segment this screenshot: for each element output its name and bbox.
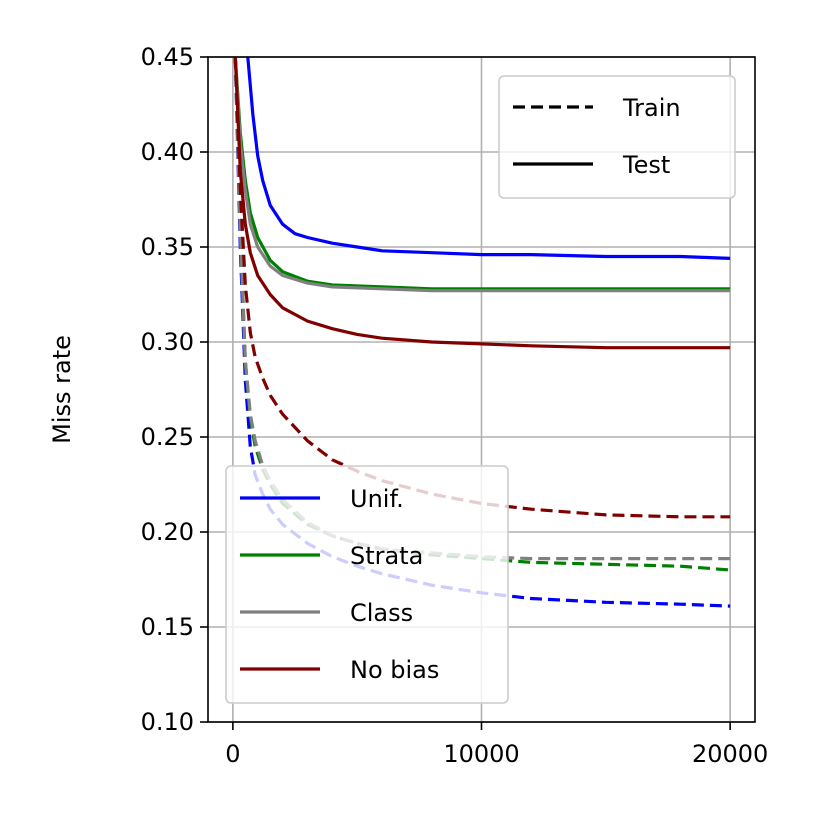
y-tick-label: 0.25 xyxy=(141,423,194,451)
color-legend: Unif. Strata Class No bias xyxy=(225,465,509,704)
legend-label-test: Test xyxy=(622,151,670,179)
legend-label-train: Train xyxy=(622,94,681,122)
y-tick-label: 0.40 xyxy=(141,138,194,166)
y-tick-label: 0.15 xyxy=(141,613,194,641)
series-line-unif-train xyxy=(233,57,731,608)
series-line-no-bias-train xyxy=(233,57,731,519)
legend-label-strata: Strata xyxy=(350,542,423,570)
legend-label-unif: Unif. xyxy=(350,485,404,513)
y-tick-label: 0.45 xyxy=(141,43,194,71)
y-tick-label: 0.10 xyxy=(141,708,194,736)
series-line-class-test xyxy=(233,57,731,293)
legend-label-no-bias: No bias xyxy=(350,656,439,684)
series-line-no-bias-test xyxy=(233,57,731,350)
x-tick-label: 10000 xyxy=(443,740,519,768)
tick-layer: 0 10000 20000 0.10 0.15 0.20 0.25 0.30 0.35 0.40 0… xyxy=(141,43,769,768)
y-axis-label: Miss rate xyxy=(48,335,76,444)
y-tick-label: 0.35 xyxy=(141,233,194,261)
x-tick-label: 0 xyxy=(225,740,240,768)
series-line-unif-test xyxy=(246,57,731,260)
x-tick-label: 20000 xyxy=(692,740,768,768)
color-legend-box xyxy=(225,465,509,704)
legend-label-class: Class xyxy=(350,599,413,627)
y-tick-label: 0.20 xyxy=(141,518,194,546)
y-tick-label: 0.30 xyxy=(141,328,194,356)
style-legend-box xyxy=(498,75,736,199)
style-legend: Train Test xyxy=(498,75,736,199)
